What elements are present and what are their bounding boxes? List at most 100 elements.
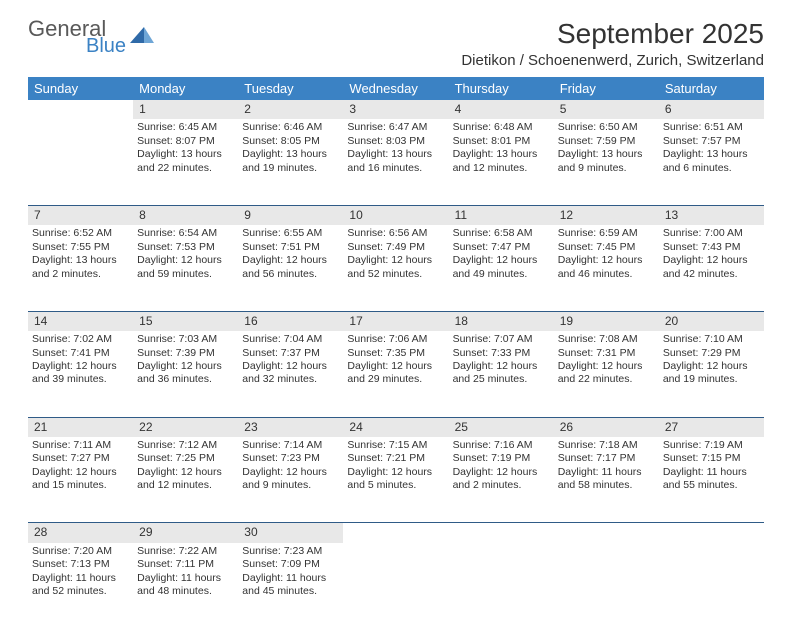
weekday-header: Wednesday	[343, 77, 448, 100]
day-number-cell: 26	[554, 417, 659, 437]
day-number-cell: 23	[238, 417, 343, 437]
day-number-cell: 16	[238, 311, 343, 331]
day-cell: Sunrise: 6:59 AMSunset: 7:45 PMDaylight:…	[554, 225, 659, 311]
day2-text: and 22 minutes.	[137, 162, 234, 175]
day-number-cell: 11	[449, 205, 554, 225]
day-number-cell	[554, 523, 659, 543]
day1-text: Daylight: 12 hours	[663, 254, 760, 267]
day1-text: Daylight: 11 hours	[137, 572, 234, 585]
day-number-cell: 22	[133, 417, 238, 437]
sunrise-text: Sunrise: 6:47 AM	[347, 121, 444, 134]
day-cell: Sunrise: 7:18 AMSunset: 7:17 PMDaylight:…	[554, 437, 659, 523]
sunset-text: Sunset: 7:59 PM	[558, 135, 655, 148]
sunrise-text: Sunrise: 6:51 AM	[663, 121, 760, 134]
sunrise-text: Sunrise: 7:06 AM	[347, 333, 444, 346]
day2-text: and 52 minutes.	[32, 585, 129, 598]
sunrise-text: Sunrise: 7:11 AM	[32, 439, 129, 452]
day-number-cell: 8	[133, 205, 238, 225]
day1-text: Daylight: 12 hours	[32, 360, 129, 373]
day1-text: Daylight: 13 hours	[32, 254, 129, 267]
sunset-text: Sunset: 7:29 PM	[663, 347, 760, 360]
day-cell: Sunrise: 7:11 AMSunset: 7:27 PMDaylight:…	[28, 437, 133, 523]
day1-text: Daylight: 13 hours	[347, 148, 444, 161]
sunrise-text: Sunrise: 7:18 AM	[558, 439, 655, 452]
weekday-header: Tuesday	[238, 77, 343, 100]
day-cell: Sunrise: 7:08 AMSunset: 7:31 PMDaylight:…	[554, 331, 659, 417]
day-cell: Sunrise: 7:12 AMSunset: 7:25 PMDaylight:…	[133, 437, 238, 523]
day1-text: Daylight: 11 hours	[32, 572, 129, 585]
calendar-table: Sunday Monday Tuesday Wednesday Thursday…	[28, 77, 764, 629]
day-content-row: Sunrise: 7:20 AMSunset: 7:13 PMDaylight:…	[28, 543, 764, 629]
sunset-text: Sunset: 8:07 PM	[137, 135, 234, 148]
sunset-text: Sunset: 7:55 PM	[32, 241, 129, 254]
day-number-cell: 3	[343, 100, 448, 119]
day-number-cell	[28, 100, 133, 119]
sunset-text: Sunset: 7:23 PM	[242, 452, 339, 465]
sunrise-text: Sunrise: 6:46 AM	[242, 121, 339, 134]
day-number-row: 123456	[28, 100, 764, 119]
day-number-row: 14151617181920	[28, 311, 764, 331]
day-cell: Sunrise: 6:50 AMSunset: 7:59 PMDaylight:…	[554, 119, 659, 205]
day1-text: Daylight: 11 hours	[242, 572, 339, 585]
sunrise-text: Sunrise: 6:45 AM	[137, 121, 234, 134]
day-cell	[554, 543, 659, 629]
logo: General Blue	[28, 18, 156, 56]
day2-text: and 29 minutes.	[347, 373, 444, 386]
day-cell: Sunrise: 7:10 AMSunset: 7:29 PMDaylight:…	[659, 331, 764, 417]
day-cell	[449, 543, 554, 629]
day-content-row: Sunrise: 7:11 AMSunset: 7:27 PMDaylight:…	[28, 437, 764, 523]
weekday-header: Sunday	[28, 77, 133, 100]
weekday-header: Thursday	[449, 77, 554, 100]
day-number-cell: 12	[554, 205, 659, 225]
day1-text: Daylight: 13 hours	[137, 148, 234, 161]
day2-text: and 9 minutes.	[558, 162, 655, 175]
day2-text: and 42 minutes.	[663, 268, 760, 281]
sunrise-text: Sunrise: 7:19 AM	[663, 439, 760, 452]
sunrise-text: Sunrise: 7:12 AM	[137, 439, 234, 452]
sunset-text: Sunset: 7:53 PM	[137, 241, 234, 254]
day2-text: and 2 minutes.	[32, 268, 129, 281]
day2-text: and 16 minutes.	[347, 162, 444, 175]
sunset-text: Sunset: 7:51 PM	[242, 241, 339, 254]
day1-text: Daylight: 13 hours	[242, 148, 339, 161]
day1-text: Daylight: 13 hours	[453, 148, 550, 161]
header: General Blue September 2025 Dietikon / S…	[28, 18, 764, 69]
day1-text: Daylight: 12 hours	[558, 360, 655, 373]
sunrise-text: Sunrise: 6:52 AM	[32, 227, 129, 240]
day-cell: Sunrise: 6:51 AMSunset: 7:57 PMDaylight:…	[659, 119, 764, 205]
day2-text: and 56 minutes.	[242, 268, 339, 281]
day-cell: Sunrise: 7:06 AMSunset: 7:35 PMDaylight:…	[343, 331, 448, 417]
day-number-cell	[343, 523, 448, 543]
sunset-text: Sunset: 7:33 PM	[453, 347, 550, 360]
day2-text: and 12 minutes.	[453, 162, 550, 175]
sunset-text: Sunset: 7:41 PM	[32, 347, 129, 360]
day2-text: and 25 minutes.	[453, 373, 550, 386]
day2-text: and 9 minutes.	[242, 479, 339, 492]
day-number-cell: 4	[449, 100, 554, 119]
day2-text: and 19 minutes.	[663, 373, 760, 386]
title-block: September 2025 Dietikon / Schoenenwerd, …	[461, 18, 764, 69]
day2-text: and 58 minutes.	[558, 479, 655, 492]
day-cell: Sunrise: 6:46 AMSunset: 8:05 PMDaylight:…	[238, 119, 343, 205]
day-number-cell: 2	[238, 100, 343, 119]
day-content-row: Sunrise: 6:52 AMSunset: 7:55 PMDaylight:…	[28, 225, 764, 311]
sunset-text: Sunset: 7:35 PM	[347, 347, 444, 360]
day-cell	[343, 543, 448, 629]
day1-text: Daylight: 12 hours	[137, 254, 234, 267]
day-cell: Sunrise: 7:04 AMSunset: 7:37 PMDaylight:…	[238, 331, 343, 417]
day-cell: Sunrise: 7:19 AMSunset: 7:15 PMDaylight:…	[659, 437, 764, 523]
day-cell: Sunrise: 7:03 AMSunset: 7:39 PMDaylight:…	[133, 331, 238, 417]
day1-text: Daylight: 12 hours	[347, 254, 444, 267]
day2-text: and 15 minutes.	[32, 479, 129, 492]
day-number-cell: 27	[659, 417, 764, 437]
day1-text: Daylight: 12 hours	[347, 360, 444, 373]
day-number-cell: 5	[554, 100, 659, 119]
sunset-text: Sunset: 8:05 PM	[242, 135, 339, 148]
sunset-text: Sunset: 7:15 PM	[663, 452, 760, 465]
day2-text: and 36 minutes.	[137, 373, 234, 386]
day-cell: Sunrise: 6:54 AMSunset: 7:53 PMDaylight:…	[133, 225, 238, 311]
day-content-row: Sunrise: 7:02 AMSunset: 7:41 PMDaylight:…	[28, 331, 764, 417]
sunrise-text: Sunrise: 6:56 AM	[347, 227, 444, 240]
sunset-text: Sunset: 7:47 PM	[453, 241, 550, 254]
day1-text: Daylight: 12 hours	[453, 466, 550, 479]
